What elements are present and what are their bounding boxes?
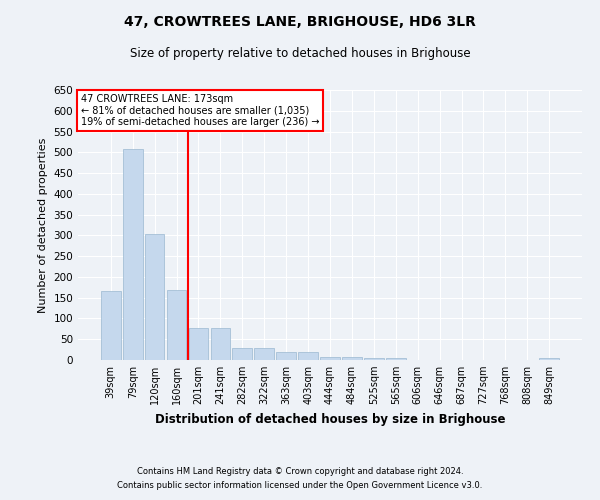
Text: Size of property relative to detached houses in Brighouse: Size of property relative to detached ho… — [130, 48, 470, 60]
Text: Distribution of detached houses by size in Brighouse: Distribution of detached houses by size … — [155, 412, 505, 426]
Bar — [386, 358, 406, 360]
Bar — [145, 234, 164, 360]
Bar — [364, 358, 384, 360]
Bar — [211, 328, 230, 360]
Bar — [101, 292, 121, 360]
Bar — [254, 348, 274, 360]
Bar — [276, 352, 296, 360]
Bar — [298, 352, 318, 360]
Text: Contains HM Land Registry data © Crown copyright and database right 2024.: Contains HM Land Registry data © Crown c… — [137, 468, 463, 476]
Bar — [342, 356, 362, 360]
Text: Contains public sector information licensed under the Open Government Licence v3: Contains public sector information licen… — [118, 481, 482, 490]
Text: 47, CROWTREES LANE, BRIGHOUSE, HD6 3LR: 47, CROWTREES LANE, BRIGHOUSE, HD6 3LR — [124, 15, 476, 29]
Bar — [188, 328, 208, 360]
Bar — [320, 356, 340, 360]
Bar — [123, 149, 143, 360]
Bar — [232, 348, 252, 360]
Bar — [167, 290, 187, 360]
Bar — [539, 358, 559, 360]
Y-axis label: Number of detached properties: Number of detached properties — [38, 138, 48, 312]
Text: 47 CROWTREES LANE: 173sqm
← 81% of detached houses are smaller (1,035)
19% of se: 47 CROWTREES LANE: 173sqm ← 81% of detac… — [80, 94, 319, 127]
